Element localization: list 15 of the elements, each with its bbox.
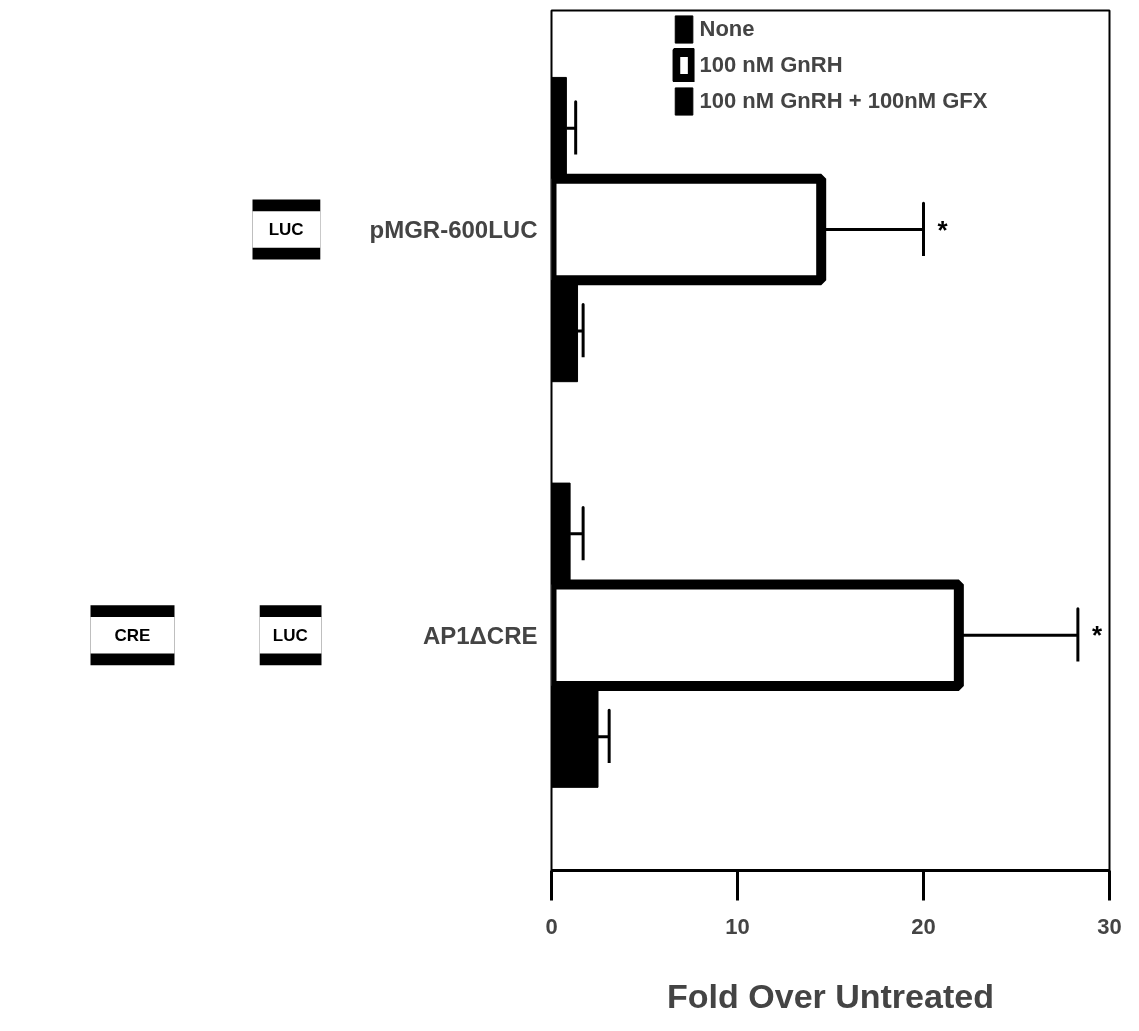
legend-label: None: [699, 15, 755, 43]
text: LUC: [272, 625, 308, 645]
legend-label: 100 nM GnRH + 100nM GFX: [699, 87, 988, 115]
x-tick-label: 30: [1097, 913, 1122, 939]
x-tick-label: 10: [725, 913, 750, 939]
legend-label: 100 nM GnRH: [699, 51, 843, 79]
text: LUC: [268, 220, 304, 240]
annotation: *: [937, 214, 949, 245]
text: CRE: [114, 625, 151, 645]
x-tick-label: 0: [545, 913, 558, 939]
annotation: *: [1091, 620, 1103, 651]
x-tick-label: 20: [911, 913, 936, 939]
y-tick-label: pMGR-600LUC: [369, 216, 538, 244]
x-axis-title: Fold Over Untreated: [667, 976, 994, 1015]
y-tick-label: AP1ΔCRE: [422, 621, 538, 649]
